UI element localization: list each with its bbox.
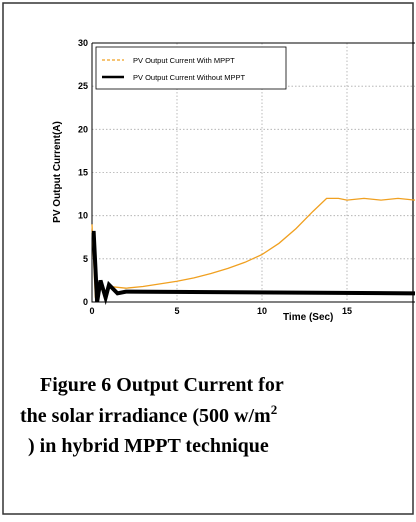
y-tick-label: 10 [78,211,88,221]
x-tick-label: 5 [174,306,179,316]
y-tick-label: 0 [83,297,88,307]
legend-label: PV Output Current With MPPT [133,56,235,65]
x-axis-label: Time (Sec) [283,312,333,323]
y-tick-label: 30 [78,38,88,48]
caption-line: Figure 6 Output Current for [40,374,284,396]
y-axis-label: PV Output Current(A) [52,121,63,223]
caption-text: the solar irradiance (500 w/m [20,405,271,427]
y-tick-label: 5 [83,254,88,264]
frame [2,2,414,515]
y-tick-label: 15 [78,168,88,178]
x-tick-label: 15 [342,306,352,316]
x-tick-label: 0 [89,306,94,316]
axes [91,43,415,303]
y-tick-label: 25 [78,81,88,91]
series-line [91,197,416,298]
y-tick-label: 20 [78,124,88,134]
x-tick-label: 10 [257,306,267,316]
caption-line: the solar irradiance (500 w/m2 [20,402,277,427]
series-line [91,230,416,306]
legend-box [95,46,287,90]
caption-line: ) in hybrid MPPT technique [28,435,269,457]
caption-superscript: 2 [271,402,278,417]
legend-label: PV Output Current Without MPPT [133,73,246,82]
